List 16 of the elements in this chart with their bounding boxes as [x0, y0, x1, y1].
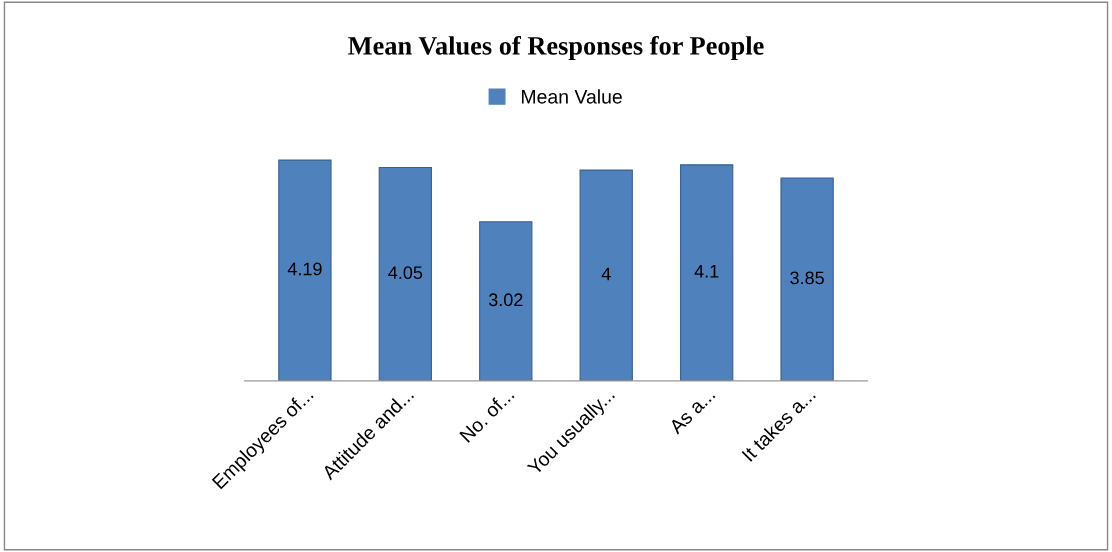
legend-label: Mean Value: [521, 89, 622, 104]
data-label: 4.1: [694, 265, 719, 278]
bar: [378, 166, 433, 381]
bar: [780, 177, 834, 381]
bar: [679, 164, 734, 381]
data-label: 3.02: [488, 293, 523, 307]
bar: [278, 159, 332, 381]
data-label: 4.19: [287, 262, 322, 276]
bar: [479, 221, 533, 381]
bar: [579, 169, 633, 381]
data-label: 3.85: [790, 271, 824, 285]
x-tick-label: As a...: [668, 387, 716, 435]
data-label: 4: [601, 267, 611, 281]
x-tick-label: No. of...: [458, 387, 515, 443]
chart-title: Mean Values of Responses for People: [348, 35, 764, 61]
data-label: 4.05: [388, 266, 423, 280]
